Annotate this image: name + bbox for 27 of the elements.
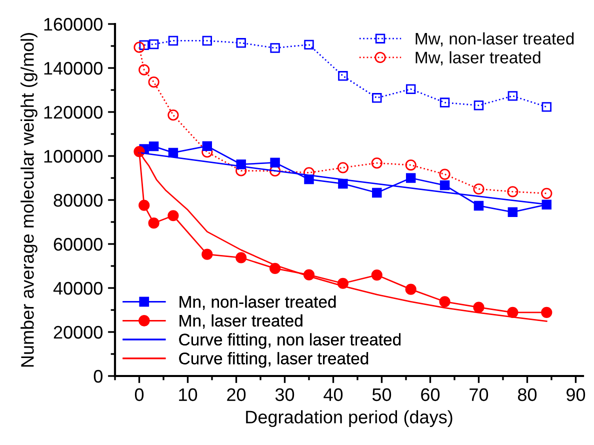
- legend-label: Mw, laser treated: [416, 51, 540, 66]
- x-tick-label: 20: [227, 388, 246, 402]
- x-tick-label: 30: [275, 388, 294, 402]
- x-tick-label: 90: [566, 388, 586, 402]
- x-tick-label: 40: [324, 388, 343, 402]
- y-tick-label: 120000: [44, 106, 102, 119]
- y-tick-label: 140000: [44, 62, 102, 75]
- legend-label: Curve fitting, laser treated: [179, 352, 368, 368]
- x-tick-label: 0: [134, 388, 144, 402]
- y-tick-label: 160000: [44, 18, 102, 31]
- y-axis-title: Number average molecular weight (g/mol): [20, 33, 38, 367]
- x-tick-label: 50: [372, 388, 392, 402]
- x-tick-label: 10: [179, 388, 198, 402]
- y-tick-label: 60000: [54, 238, 102, 251]
- legend-label: Mn, non-laser treated: [180, 296, 336, 310]
- x-tick-label: 60: [421, 388, 440, 402]
- y-tick-label: 20000: [54, 326, 102, 339]
- legend-label: Mn, laser treated: [180, 314, 302, 329]
- y-tick-label: 40000: [53, 282, 102, 295]
- y-tick-label: 0: [94, 370, 102, 383]
- legend-label: Mw, non-laser treated: [416, 32, 574, 47]
- x-tick-label: 80: [518, 388, 537, 402]
- y-tick-label: 80000: [54, 194, 102, 207]
- x-axis-title: Degradation period (days): [246, 410, 452, 428]
- x-tick-label: 70: [470, 388, 488, 402]
- y-tick-label: 100000: [44, 150, 102, 163]
- legend-label: Curve fitting, non laser treated: [179, 333, 401, 349]
